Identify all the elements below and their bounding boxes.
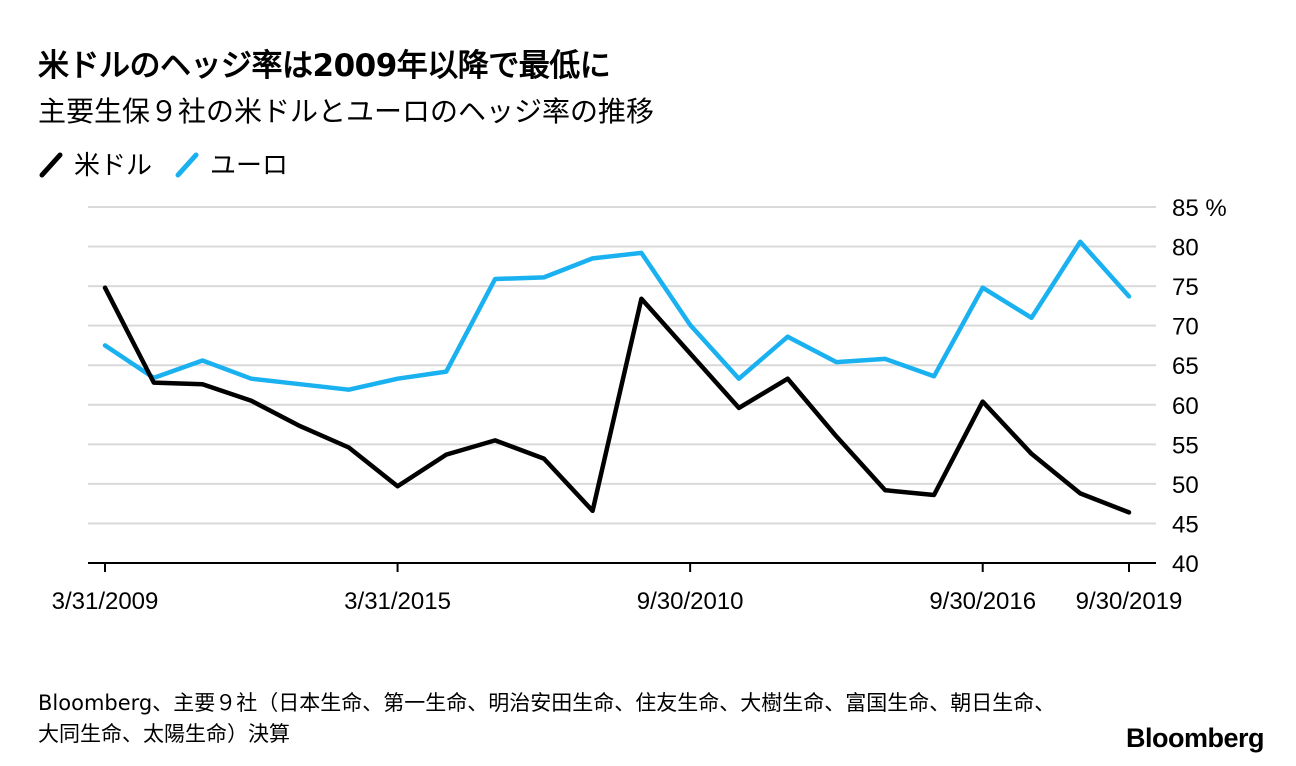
y-tick-label-65: 65 <box>1172 353 1199 380</box>
series-line-eur <box>102 239 1132 392</box>
series-lines <box>102 239 1132 515</box>
x-tick-label: 9/30/2010 <box>637 588 744 615</box>
gridlines <box>88 206 1156 525</box>
legend-usd-line-icon <box>39 152 63 177</box>
series-line-usd <box>102 285 1132 515</box>
x-tick-label: 3/31/2009 <box>52 588 159 615</box>
y-tick-label-40: 40 <box>1172 551 1199 578</box>
x-tick-label: 9/30/2016 <box>929 588 1036 615</box>
y-tick-label-60: 60 <box>1172 393 1199 420</box>
source-note: Bloomberg、主要９社（日本生命、第一生命、明治安田生命、住友生命、大樹生… <box>38 691 1056 746</box>
y-tick-label-80: 80 <box>1172 235 1199 262</box>
y-tick-label-85: 85 % <box>1172 195 1227 222</box>
bloomberg-logo: Bloomberg <box>1126 723 1265 753</box>
y-axis-ticks: 40 45 50 55 60 65 70 75 80 85 % <box>1172 195 1227 578</box>
y-tick-label-50: 50 <box>1172 472 1199 499</box>
legend-eur-line-icon <box>175 152 199 177</box>
x-axis: 3/31/2009 3/31/2015 9/30/2010 9/30/2016 9/30… <box>52 562 1183 615</box>
x-tick-label: 9/30/2019 <box>1076 588 1183 615</box>
chart-title: 米ドルのヘッジ率は2009年以降で最低に <box>38 48 611 84</box>
legend-item-usd: 米ドル <box>38 145 152 182</box>
legend-eur-label: ユーロ <box>210 151 289 181</box>
y-tick-label-70: 70 <box>1172 314 1199 341</box>
legend: 米ドル ユーロ <box>38 145 310 182</box>
legend-item-eur: ユーロ <box>174 145 288 182</box>
chart-subtitle: 主要生保９社の米ドルとユーロのヘッジ率の推移 <box>38 95 655 128</box>
x-tick-label: 3/31/2015 <box>344 588 451 615</box>
y-tick-label-55: 55 <box>1172 432 1199 459</box>
y-tick-label-45: 45 <box>1172 511 1199 538</box>
legend-usd-label: 米ドル <box>74 151 153 181</box>
y-tick-label-75: 75 <box>1172 274 1199 301</box>
